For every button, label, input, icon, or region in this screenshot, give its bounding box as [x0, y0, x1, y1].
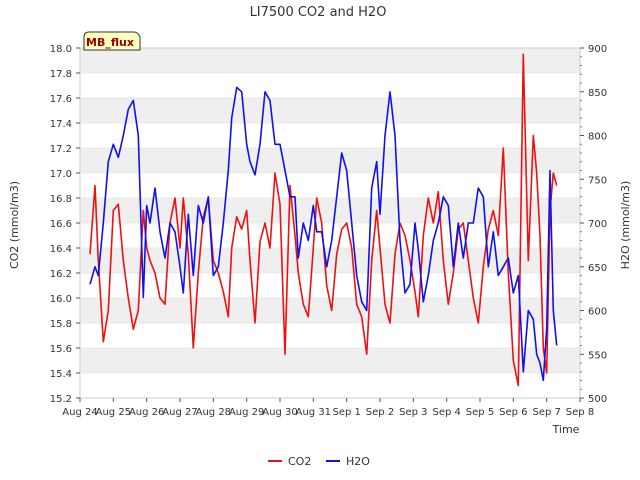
x-tick-label: Aug 25	[96, 407, 131, 418]
y-left-tick-label: 17.8	[50, 69, 72, 80]
y-right-tick-label: 550	[588, 350, 607, 361]
x-tick-label: Aug 24	[62, 407, 97, 418]
series-layer	[89, 53, 558, 387]
x-axis-label: Time	[552, 423, 580, 436]
y-axis-left-label: CO2 (mmol/m3)	[8, 181, 21, 269]
y-axis-right: 500 550 600 650 700 750 800 850 900	[580, 44, 607, 405]
x-tick-label: Sep 6	[499, 407, 527, 418]
y-right-tick-label: 700	[588, 219, 607, 230]
grid-band	[80, 48, 580, 73]
y-axis-left: 15.2 15.4 15.6 15.8 16.0 16.2 16.4 16.6 16.8 17.0…	[50, 44, 80, 405]
x-tick-label: Sep 3	[399, 407, 427, 418]
grid-band	[80, 148, 580, 173]
y-right-tick-label: 600	[588, 307, 607, 318]
y-left-tick-label: 16.6	[50, 219, 72, 230]
y-left-tick-label: 15.8	[50, 319, 72, 330]
grid-bands	[80, 47, 580, 399]
y-right-tick-label: 500	[588, 394, 607, 405]
x-tick-label: Aug 31	[296, 407, 331, 418]
y-left-tick-label: 15.2	[50, 394, 72, 405]
y-left-tick-label: 17.6	[50, 94, 72, 105]
y-left-tick-label: 18.0	[50, 44, 72, 55]
y-left-tick-label: 16.2	[50, 269, 72, 280]
grid-band	[80, 348, 580, 373]
x-tick-label: Aug 28	[196, 407, 231, 418]
x-tick-label: Sep 4	[432, 407, 460, 418]
grid-band	[80, 98, 580, 123]
grid-band	[80, 198, 580, 223]
y-left-tick-label: 16.4	[50, 244, 72, 255]
series-line-h2o	[89, 86, 558, 382]
x-tick-label: Aug 30	[262, 407, 297, 418]
x-tick-label: Sep 1	[332, 407, 360, 418]
site-badge-shape	[83, 31, 141, 51]
legend-co2-label: CO2	[288, 455, 311, 468]
y-right-tick-label: 800	[588, 132, 607, 143]
site-badge-label: MB_flux	[86, 36, 134, 49]
x-tick-label: Sep 7	[532, 407, 560, 418]
x-tick-label: Sep 5	[466, 407, 494, 418]
y-right-tick-label: 650	[588, 263, 607, 274]
x-tick-label: Aug 27	[162, 407, 197, 418]
x-tick-label: Aug 29	[229, 407, 264, 418]
y-left-tick-label: 17.2	[50, 144, 72, 155]
chart-title: LI7500 CO2 and H2O	[250, 5, 387, 20]
legend: CO2 H2O	[268, 455, 370, 468]
y-left-tick-label: 17.0	[50, 169, 72, 180]
site-badge: MB_flux	[83, 31, 141, 51]
y-axis-right-label: H2O (mmol/m3)	[619, 181, 632, 270]
legend-h2o-label: H2O	[346, 455, 370, 468]
y-right-tick-label: 750	[588, 175, 607, 186]
y-left-tick-label: 15.4	[50, 369, 72, 380]
y-left-tick-label: 16.0	[50, 294, 72, 305]
x-tick-label: Sep 2	[366, 407, 394, 418]
x-tick-label: Sep 8	[566, 407, 594, 418]
y-left-tick-label: 15.6	[50, 344, 72, 355]
y-right-tick-label: 850	[588, 88, 607, 99]
y-left-tick-label: 16.8	[50, 194, 72, 205]
x-tick-label: Aug 26	[129, 407, 164, 418]
y-left-tick-label: 17.4	[50, 119, 72, 130]
y-right-tick-label: 900	[588, 44, 607, 55]
